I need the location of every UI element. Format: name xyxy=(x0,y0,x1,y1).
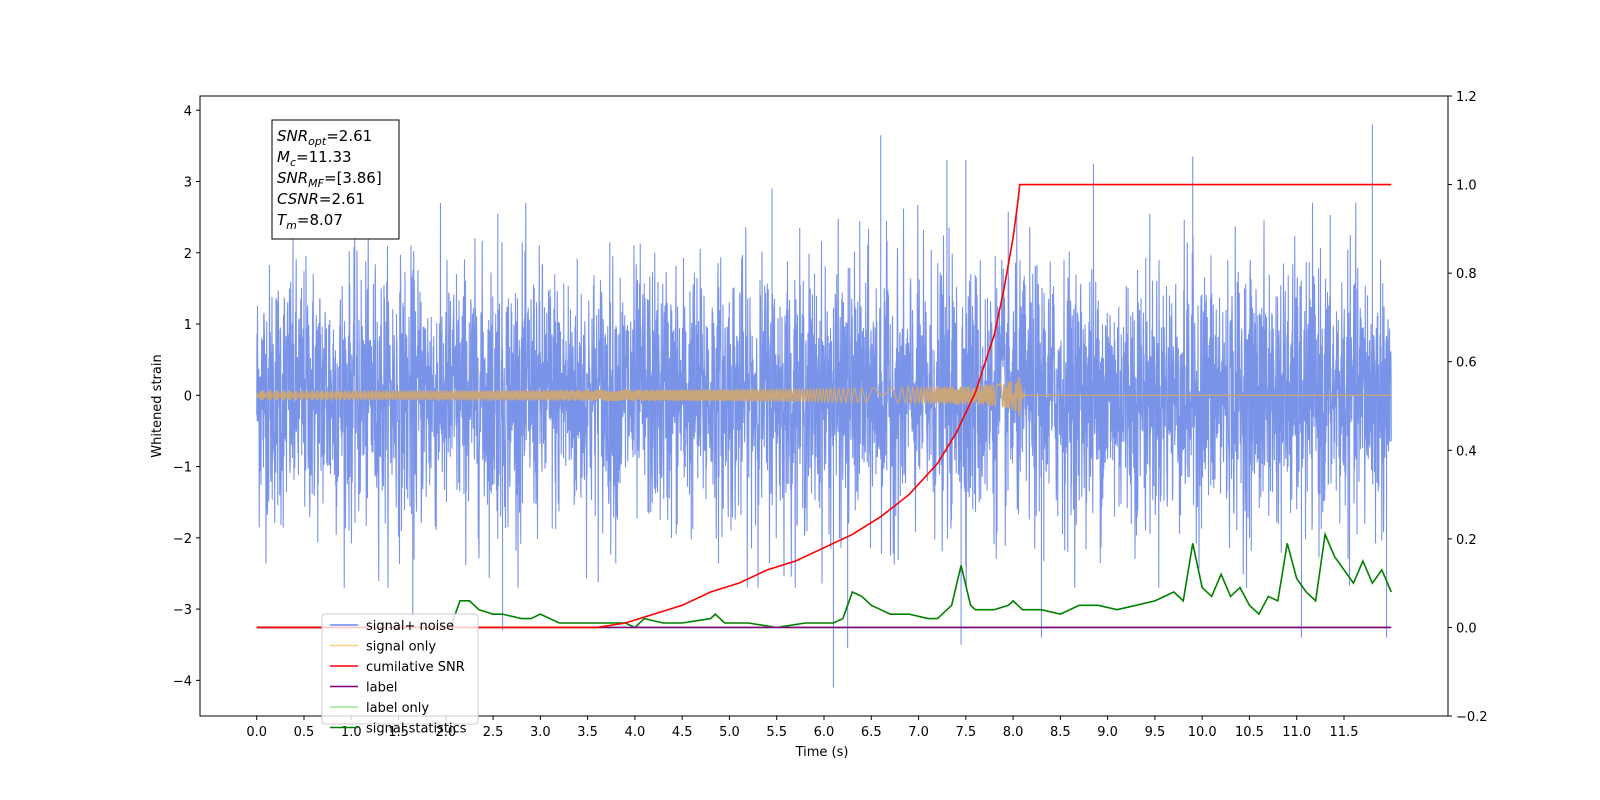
x-tick-label: 8.0 xyxy=(1003,725,1024,740)
x-axis-ticks: 0.0 0.5 1.0 1.5 2.0 2.5 3.0 3.5 4.0 4.5 5.0 5.5 6.0 6… xyxy=(246,716,1358,740)
x-tick-label: 9.5 xyxy=(1145,725,1166,740)
signal-statistics-line xyxy=(256,531,1393,629)
x-axis-label: Time (s) xyxy=(795,745,849,760)
left-y-tick-label: 2 xyxy=(184,247,192,262)
x-tick-label: 11.5 xyxy=(1330,725,1359,740)
annotation-line: CSNR=2.61 xyxy=(277,190,365,208)
signal-noise-line xyxy=(256,124,1392,688)
left-y-axis-label: Whitened strain xyxy=(150,354,165,457)
parameter-annotation-box: SNRopt=2.61Mc=11.33SNRMF=[3.86]CSNR=2.61… xyxy=(271,119,400,240)
right-y-axis-ticks: 1.2 1.0 0.8 0.6 0.4 0.2 0.0 −0.2 xyxy=(1448,90,1488,725)
left-y-tick-label: 3 xyxy=(184,176,192,191)
right-y-tick-label: 0.0 xyxy=(1456,621,1477,636)
annotation-subscript: m xyxy=(286,219,297,232)
legend-label: cumilative SNR xyxy=(366,660,465,675)
cumulative-snr-line xyxy=(256,183,1392,629)
annotation-symbol: SNR xyxy=(277,169,308,187)
x-tick-label: 2.5 xyxy=(483,725,504,740)
x-tick-label: 0.5 xyxy=(294,725,315,740)
annotation-symbol: M xyxy=(277,148,290,166)
x-tick-label: 4.0 xyxy=(625,725,646,740)
annotation-value: =[3.86] xyxy=(324,169,382,187)
left-y-tick-label: −2 xyxy=(173,532,192,547)
x-tick-label: 11.0 xyxy=(1282,725,1311,740)
annotation-line: SNRMF=[3.86] xyxy=(277,169,382,190)
right-y-tick-label: 0.8 xyxy=(1456,267,1477,282)
left-y-tick-label: −4 xyxy=(173,674,192,689)
legend-label: signal+ noise xyxy=(366,619,454,634)
signal-only-line xyxy=(256,376,1392,418)
legend-frame xyxy=(321,613,479,725)
x-tick-label: 5.5 xyxy=(766,725,787,740)
x-tick-label: 5.0 xyxy=(719,725,740,740)
right-y-tick-label: 0.6 xyxy=(1456,356,1477,371)
x-tick-label: 0.0 xyxy=(246,725,267,740)
annotation-line: Mc=11.33 xyxy=(277,148,352,169)
x-tick-label: 9.0 xyxy=(1097,725,1118,740)
x-tick-label: 7.5 xyxy=(955,725,976,740)
annotation-symbol: T xyxy=(277,211,288,229)
annotation-subscript: MF xyxy=(308,177,324,190)
annotation-value: =11.33 xyxy=(296,148,352,166)
x-tick-label: 10.0 xyxy=(1188,725,1217,740)
annotation-line: Tm=8.07 xyxy=(277,211,343,232)
x-tick-label: 6.5 xyxy=(861,725,882,740)
left-y-axis-ticks: 4 3 2 1 0 −1 −2 −3 −4 xyxy=(173,104,200,689)
x-tick-label: 1.5 xyxy=(388,725,409,740)
legend-label: label xyxy=(366,681,397,696)
right-y-tick-label: 0.2 xyxy=(1456,533,1477,548)
left-y-tick-label: 0 xyxy=(184,389,192,404)
right-y-tick-label: 1.0 xyxy=(1456,179,1477,194)
left-y-tick-label: −1 xyxy=(173,461,192,476)
annotation-symbol: SNR xyxy=(277,127,308,145)
x-tick-label: 1.0 xyxy=(341,725,362,740)
annotation-value: =2.61 xyxy=(326,127,372,145)
annotation-subscript: opt xyxy=(308,135,327,148)
x-tick-label: 6.0 xyxy=(814,725,835,740)
left-y-tick-label: −3 xyxy=(173,603,192,618)
legend-label: label only xyxy=(366,701,429,716)
legend-label: signal only xyxy=(366,640,436,655)
annotation-line: SNRopt=2.61 xyxy=(277,127,372,148)
x-tick-label: 3.5 xyxy=(577,725,598,740)
x-tick-label: 7.0 xyxy=(908,725,929,740)
annotation-symbol: CSNR xyxy=(277,190,319,208)
legend: signal+ noise signal only cumilative SNR la… xyxy=(321,613,479,737)
right-y-tick-label: −0.2 xyxy=(1456,710,1488,725)
x-tick-label: 2.0 xyxy=(435,725,456,740)
series-layer xyxy=(256,124,1393,688)
left-y-tick-label: 4 xyxy=(184,104,192,119)
legend-label: signal statistics xyxy=(366,722,467,737)
x-tick-label: 10.5 xyxy=(1235,725,1264,740)
right-y-tick-label: 0.4 xyxy=(1456,444,1477,459)
left-y-tick-label: 1 xyxy=(184,318,192,333)
annotation-frame xyxy=(271,119,400,240)
x-tick-label: 3.0 xyxy=(530,725,551,740)
annotation-value: =2.61 xyxy=(319,190,365,208)
right-y-tick-label: 1.2 xyxy=(1456,90,1477,105)
x-tick-label: 4.5 xyxy=(672,725,693,740)
annotation-value: =8.07 xyxy=(297,211,343,229)
x-tick-label: 8.5 xyxy=(1050,725,1071,740)
annotation-subscript: c xyxy=(290,156,296,169)
